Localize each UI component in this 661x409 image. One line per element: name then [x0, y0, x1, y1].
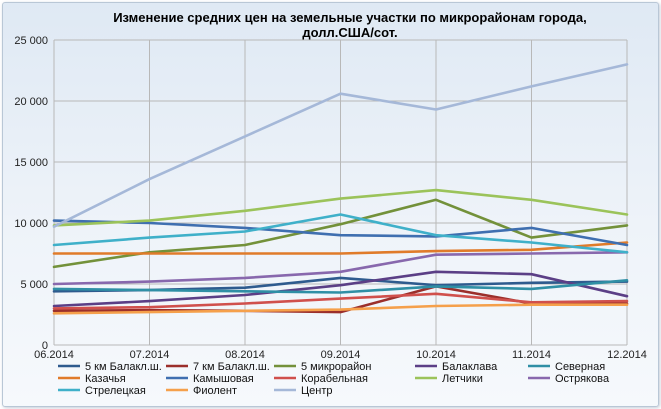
legend-label: Остряковa — [555, 373, 610, 385]
legend-label: Камышовая — [193, 373, 254, 385]
chart-title: Изменение средних цен на земельные участ… — [113, 10, 587, 25]
x-tick-label: 11.2014 — [512, 349, 551, 361]
legend-label: Балаклава — [442, 361, 498, 373]
legend-label: Казачья — [85, 373, 126, 385]
legend-label: Фиолент — [193, 385, 237, 397]
chart-subtitle: долл.США/сот. — [302, 25, 398, 40]
series-line-8 — [52, 292, 629, 310]
series-line-11 — [52, 213, 629, 254]
x-tick-label: 10.2014 — [416, 349, 456, 361]
y-tick-label: 5 000 — [20, 279, 48, 291]
x-tick-label: 09.2014 — [321, 349, 361, 361]
series-line-10 — [52, 251, 629, 286]
series-line-9 — [52, 188, 629, 227]
y-tick-label: 15 000 — [14, 157, 48, 169]
x-tick-label: 12.2014 — [607, 349, 647, 361]
legend-label: Корабельная — [301, 373, 368, 385]
y-tick-label: 10 000 — [14, 218, 48, 230]
y-tick-label: 20 000 — [14, 96, 48, 108]
y-tick-label: 25 000 — [14, 35, 48, 47]
x-tick-label: 08.2014 — [225, 349, 265, 361]
series-line-6 — [52, 241, 629, 255]
legend-label: 7 км Балакл.ш. — [193, 361, 270, 373]
series-line-4 — [52, 270, 629, 308]
series-line-7 — [52, 219, 629, 247]
legend-label: Летчики — [442, 373, 483, 385]
legend-label: Центр — [301, 385, 333, 397]
legend-label: Северная — [555, 361, 605, 373]
legend-label: 5 микрорайон — [301, 361, 372, 373]
legend-label: Стрелецкая — [85, 385, 146, 397]
legend-label: 5 км Балакл.ш. — [85, 361, 162, 373]
series-line-13 — [52, 63, 629, 228]
x-tick-label: 06.2014 — [34, 349, 74, 361]
y-tick-label: 0 — [42, 340, 48, 352]
series-line-5 — [52, 278, 629, 294]
series-line-12 — [52, 303, 629, 315]
x-tick-label: 07.2014 — [130, 349, 170, 361]
